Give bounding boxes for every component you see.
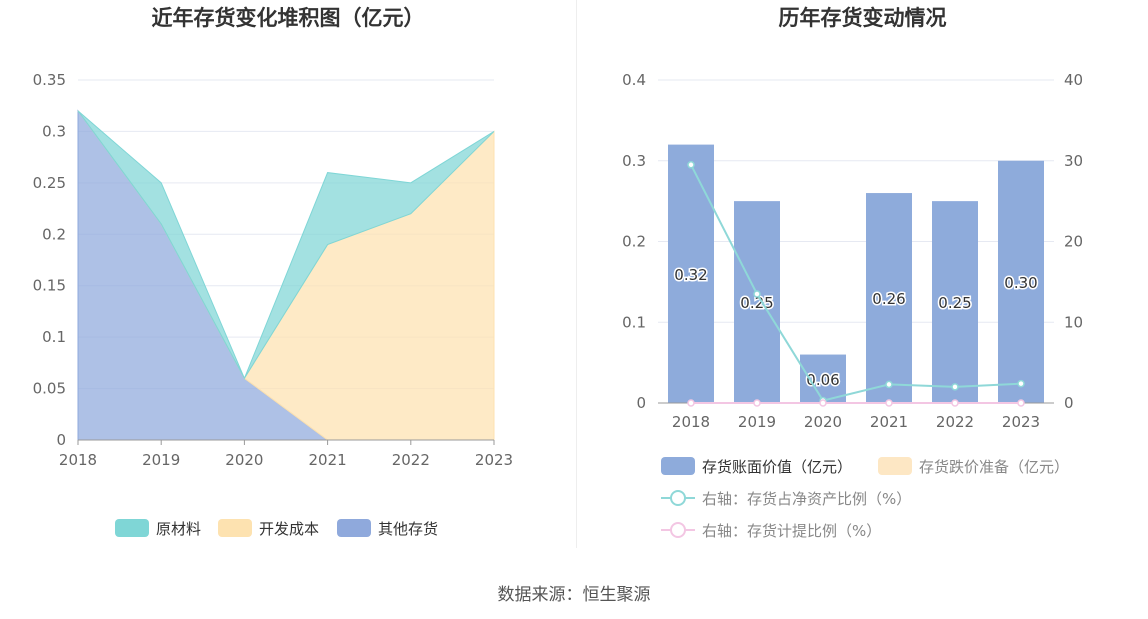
line-point xyxy=(885,380,893,389)
panel-divider xyxy=(576,0,577,548)
y-tick-label: 0.2 xyxy=(622,233,646,251)
x-tick-label: 2018 xyxy=(59,451,97,469)
y-tick-label: 0.2 xyxy=(42,225,66,243)
legend-label: 其他存货 xyxy=(378,520,438,538)
y-tick-label: 0.3 xyxy=(42,122,66,140)
legend-swatch xyxy=(337,519,371,537)
line-point xyxy=(753,290,761,298)
right-chart-title: 历年存货变动情况 xyxy=(778,6,947,30)
legend-swatch xyxy=(115,519,149,537)
bar-inventory-value xyxy=(668,144,714,403)
line-point xyxy=(951,399,959,407)
legend-swatch xyxy=(878,457,912,475)
y2-tick-label: 40 xyxy=(1064,71,1083,89)
x-tick-label: 2022 xyxy=(392,451,430,469)
y2-tick-label: 30 xyxy=(1064,152,1083,170)
bar-data-label: 0.30 xyxy=(1004,274,1037,292)
x-tick-label: 2021 xyxy=(870,413,908,431)
y2-tick-label: 10 xyxy=(1064,313,1083,331)
y-tick-label: 0.25 xyxy=(33,174,66,192)
y-tick-label: 0.15 xyxy=(33,277,66,295)
line-point xyxy=(819,399,827,407)
line-point xyxy=(687,161,695,169)
line-point xyxy=(687,399,695,407)
legend-label: 存货账面价值（亿元） xyxy=(702,458,852,476)
x-tick-label: 2020 xyxy=(225,451,263,469)
line-point xyxy=(753,399,761,407)
line-point xyxy=(951,383,959,391)
bar-data-label: 0.25 xyxy=(938,294,971,312)
x-tick-label: 2023 xyxy=(475,451,513,469)
left-chart-title: 近年存货变化堆积图（亿元） xyxy=(151,6,425,30)
stacked-area-chart-panel: 近年存货变化堆积图（亿元） 0 0.05 0.1 0.15 0.2 0.25 0.3 0.35… xyxy=(0,0,576,550)
x-tick-label: 2022 xyxy=(936,413,974,431)
bar-line-chart: 0 0.1 0.2 0.3 0.4 0 10 20 30 40 0.32 0.25 0.06 0.26 0.… xyxy=(622,71,1083,540)
y2-tick-label: 20 xyxy=(1064,233,1083,251)
y-tick-label: 0.4 xyxy=(622,71,646,89)
line-point xyxy=(1017,399,1025,407)
area-原材料 xyxy=(77,110,495,380)
legend-line-marker xyxy=(670,522,686,538)
line-point xyxy=(1017,379,1025,388)
y2-tick-label: 0 xyxy=(1064,394,1074,412)
bar-data-label: 0.32 xyxy=(674,266,707,284)
line-point xyxy=(885,399,893,407)
bar-inventory-value xyxy=(734,201,780,403)
x-tick-label: 2020 xyxy=(804,413,842,431)
y-tick-label: 0 xyxy=(636,394,646,412)
x-tick-label: 2018 xyxy=(672,413,710,431)
x-tick-label: 2023 xyxy=(1002,413,1040,431)
line-右轴：存货占净资产比例（%） xyxy=(690,164,1022,402)
x-tick-label: 2019 xyxy=(738,413,776,431)
data-source-note: 数据来源：恒生聚源 xyxy=(497,585,651,605)
y-tick-label: 0.3 xyxy=(622,152,646,170)
legend-label: 右轴：存货占净资产比例（%） xyxy=(702,490,911,508)
y-tick-label: 0.1 xyxy=(42,328,66,346)
y-tick-label: 0.05 xyxy=(33,380,66,398)
legend-line-marker xyxy=(670,490,686,506)
bar-data-label: 0.26 xyxy=(872,290,905,308)
bar-inventory-value xyxy=(800,354,846,403)
legend-swatch xyxy=(661,457,695,475)
bar-inventory-value xyxy=(932,201,978,403)
y-tick-label: 0.35 xyxy=(33,71,66,89)
legend-label: 右轴：存货计提比例（%） xyxy=(702,522,881,540)
legend-label: 原材料 xyxy=(156,520,201,538)
bar-data-label: 0.06 xyxy=(806,371,839,389)
y-tick-label: 0.1 xyxy=(622,313,646,331)
x-tick-label: 2019 xyxy=(142,451,180,469)
legend-swatch xyxy=(218,519,252,537)
bar-inventory-value xyxy=(866,193,912,403)
bar-line-chart-panel: 历年存货变动情况 0 0.1 0.2 0.3 0.4 0 10 20 30 40 0.32 0.25 0… xyxy=(577,0,1148,550)
y-tick-label: 0 xyxy=(56,431,66,449)
x-tick-label: 2021 xyxy=(309,451,347,469)
legend-label: 开发成本 xyxy=(259,520,319,538)
stacked-area-chart: 0 0.05 0.1 0.15 0.2 0.25 0.3 0.35 2018 2019 2020 20… xyxy=(33,71,514,538)
legend-label: 存货跌价准备（亿元） xyxy=(919,458,1069,476)
bar-inventory-value xyxy=(998,160,1044,403)
